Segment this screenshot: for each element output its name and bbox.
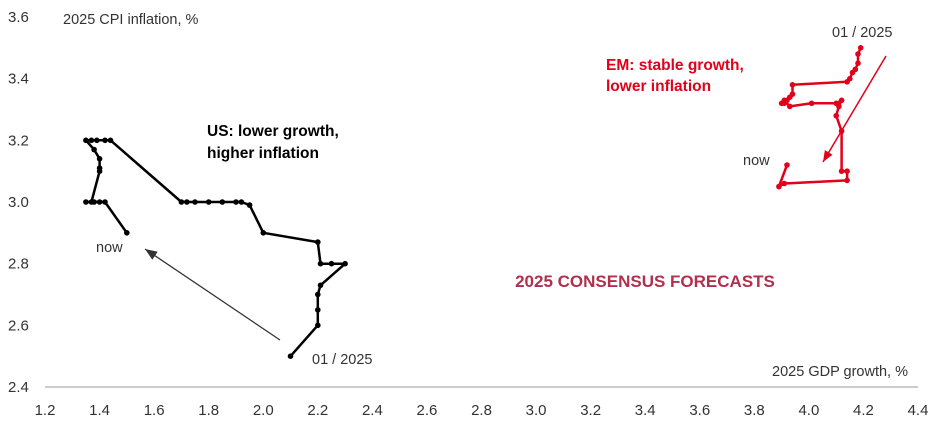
us-data-point bbox=[96, 168, 103, 174]
us-data-point bbox=[342, 260, 348, 267]
em-data-point bbox=[784, 162, 790, 168]
us-data-point bbox=[205, 199, 212, 205]
x-tick-label: 3.2 bbox=[580, 402, 601, 419]
us-data-point bbox=[91, 199, 97, 205]
us-data-point bbox=[192, 199, 198, 205]
us-data-point bbox=[184, 199, 190, 205]
x-tick-label: 2.0 bbox=[253, 402, 274, 419]
y-tick-label: 2.8 bbox=[8, 256, 29, 273]
em-data-point bbox=[789, 82, 796, 88]
x-tick-label: 3.8 bbox=[744, 402, 765, 419]
us-data-point bbox=[328, 260, 335, 267]
em-data-point bbox=[833, 112, 839, 119]
us-annotation-line-1: US: lower growth, bbox=[207, 123, 339, 140]
us-data-point bbox=[83, 199, 89, 205]
x-tick-label: 1.8 bbox=[198, 402, 219, 419]
us-data-point bbox=[317, 260, 324, 267]
x-tick-label: 3.6 bbox=[689, 402, 710, 419]
em-data-point bbox=[849, 69, 856, 76]
em-data-point bbox=[808, 100, 815, 107]
us-data-point bbox=[315, 239, 321, 245]
em-direction-arrow-head bbox=[823, 150, 833, 162]
us-data-point bbox=[287, 353, 294, 360]
y-tick-label: 3.2 bbox=[8, 132, 29, 149]
us-data-point bbox=[124, 230, 130, 236]
us-series-line bbox=[84, 139, 347, 358]
us-data-point bbox=[219, 199, 226, 205]
us-data-point bbox=[83, 137, 89, 144]
us-direction-arrow-head bbox=[145, 249, 158, 260]
us-data-point bbox=[94, 137, 100, 144]
x-tick-label: 1.2 bbox=[35, 402, 56, 419]
us-data-point bbox=[315, 322, 321, 329]
em-data-point bbox=[844, 79, 850, 85]
us-data-point bbox=[96, 199, 103, 205]
us-data-point bbox=[233, 199, 239, 205]
us-data-point bbox=[260, 230, 267, 236]
x-tick-label: 2.6 bbox=[417, 402, 438, 419]
em-start-label: 01 / 2025 bbox=[832, 25, 892, 41]
us-data-point bbox=[178, 199, 185, 205]
x-tick-label: 2.8 bbox=[471, 402, 492, 419]
em-end-label: now bbox=[743, 153, 770, 169]
em-data-point bbox=[838, 168, 845, 174]
x-tick-label: 1.4 bbox=[89, 402, 110, 419]
x-tick-label: 1.6 bbox=[144, 402, 165, 419]
us-data-point bbox=[315, 307, 321, 313]
x-tick-label: 4.2 bbox=[853, 402, 874, 419]
x-tick-label: 2.2 bbox=[307, 402, 328, 419]
y-axis-title: 2025 CPI inflation, % bbox=[63, 12, 199, 28]
em-data-point bbox=[781, 97, 788, 104]
y-tick-label: 3.6 bbox=[8, 9, 29, 26]
em-series-line bbox=[777, 46, 862, 188]
y-tick-label: 2.4 bbox=[8, 379, 29, 396]
em-annotation-line-2: lower inflation bbox=[606, 78, 711, 95]
us-data-point bbox=[317, 282, 324, 289]
x-tick-label: 3.0 bbox=[526, 402, 547, 419]
em-data-point bbox=[836, 103, 842, 110]
em-data-point bbox=[844, 177, 850, 184]
em-data-point bbox=[787, 103, 793, 110]
us-data-point bbox=[96, 156, 103, 162]
x-tick-label: 3.4 bbox=[635, 402, 656, 419]
em-annotation-line-1: EM: stable growth, bbox=[606, 57, 744, 74]
us-end-label: now bbox=[96, 240, 123, 256]
us-data-point bbox=[102, 199, 108, 205]
us-data-point bbox=[238, 199, 245, 205]
x-tick-label: 4.4 bbox=[908, 402, 929, 419]
us-data-point bbox=[91, 146, 97, 153]
us-direction-arrow-shaft bbox=[144, 248, 281, 341]
us-data-point bbox=[107, 137, 114, 144]
em-data-point bbox=[855, 60, 861, 66]
us-data-point bbox=[102, 137, 108, 144]
y-tick-label: 2.6 bbox=[8, 317, 29, 334]
x-axis-title: 2025 GDP growth, % bbox=[772, 364, 908, 380]
x-tick-label: 4.0 bbox=[798, 402, 819, 419]
em-data-point bbox=[857, 45, 864, 51]
us-data-point bbox=[88, 137, 95, 144]
em-data-point bbox=[844, 168, 850, 174]
em-data-point bbox=[855, 51, 861, 57]
em-data-point bbox=[776, 183, 782, 190]
chart-title: 2025 CONSENSUS FORECASTS bbox=[515, 272, 775, 291]
x-tick-label: 2.4 bbox=[362, 402, 383, 419]
em-data-point bbox=[838, 97, 845, 104]
em-direction-arrow-shaft bbox=[822, 55, 887, 163]
em-data-point bbox=[781, 180, 788, 187]
us-data-point bbox=[246, 202, 253, 208]
y-tick-label: 3.0 bbox=[8, 194, 29, 211]
y-tick-label: 3.4 bbox=[8, 71, 29, 88]
us-data-point bbox=[315, 291, 321, 298]
us-start-label: 01 / 2025 bbox=[312, 352, 372, 368]
us-annotation-line-2: higher inflation bbox=[207, 145, 319, 162]
